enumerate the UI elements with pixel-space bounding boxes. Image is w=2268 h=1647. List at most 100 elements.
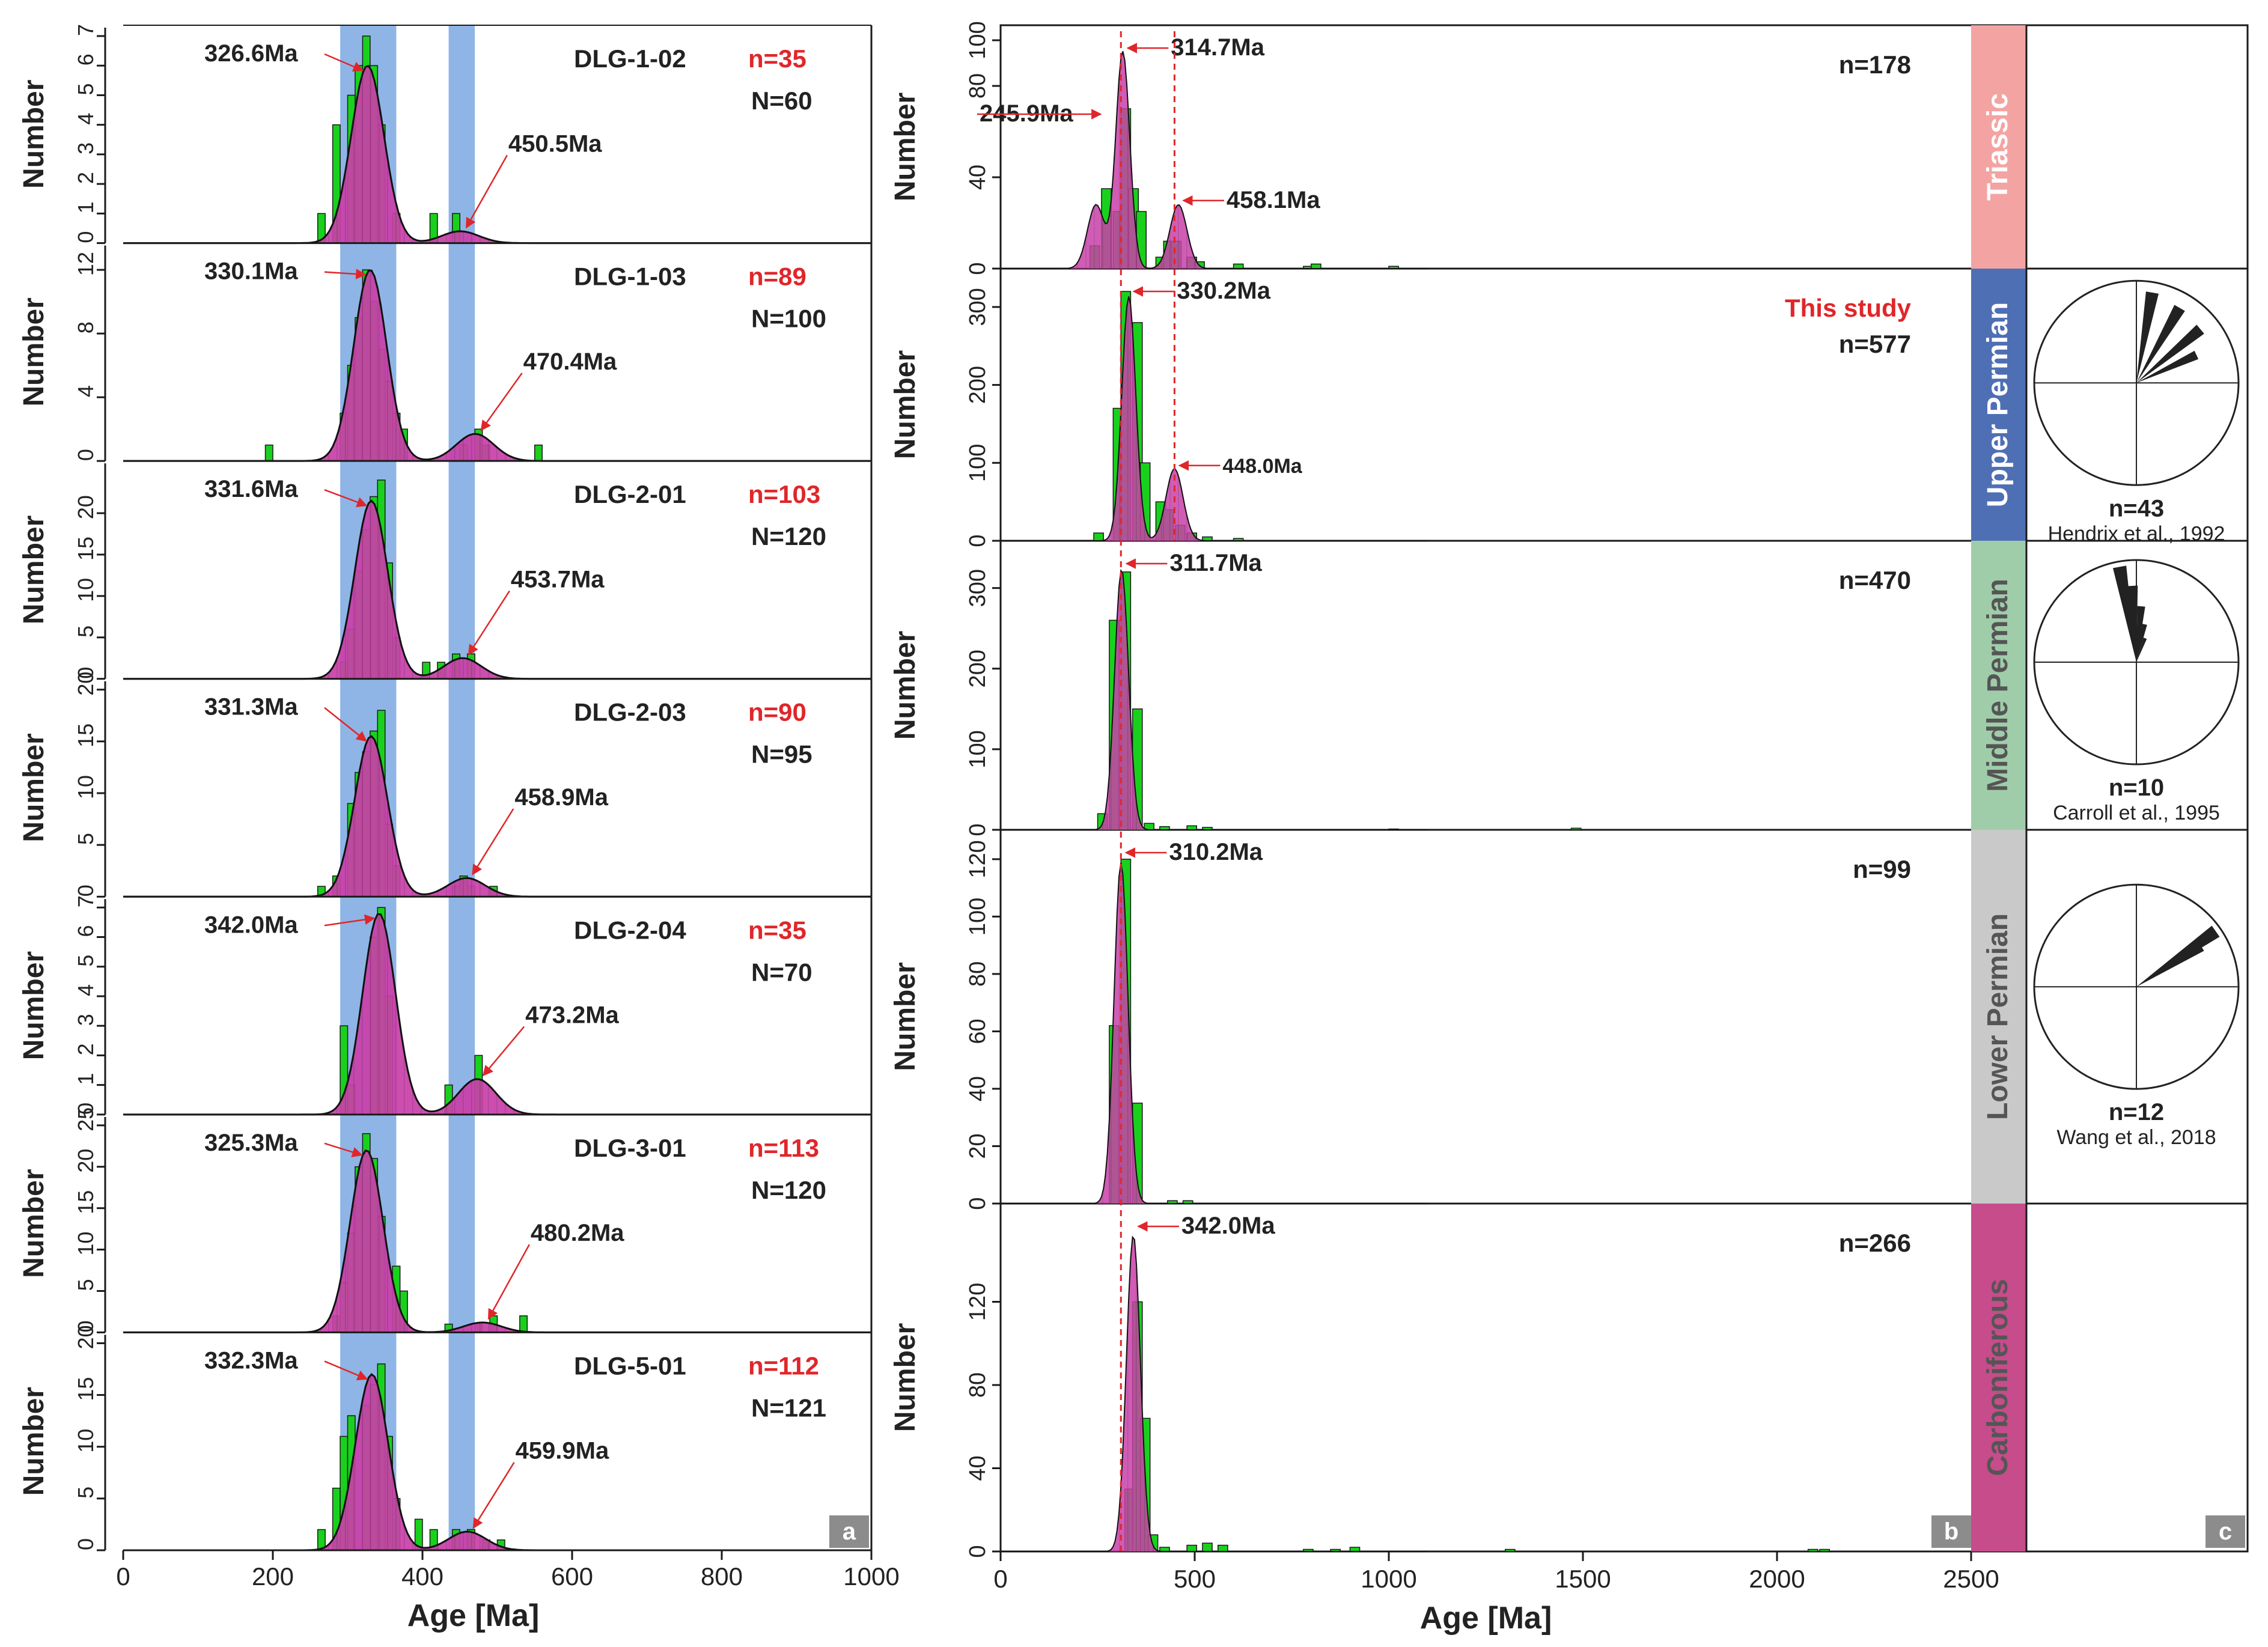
y-tick-label: 120 [965,840,990,878]
x-tick-label: 0 [116,1562,130,1591]
peak-arrow-major [324,1142,363,1157]
y-tick-label: 12 [73,252,98,276]
rose-petal [2136,624,2147,663]
study-label: This study [1785,294,1912,322]
peak-label-minor: 458.9Ma [514,784,608,811]
y-tick-label: 60 [965,1018,990,1044]
y-tick-label: 0 [965,1545,990,1557]
period-name: Triassic [1982,93,2014,201]
y-tick-label: 15 [73,537,98,561]
y-tick-label: 0 [73,1320,98,1332]
sample-n: n=103 [748,480,820,508]
y-tick-label: 0 [73,1538,98,1550]
x-tick-label: 1000 [843,1562,899,1591]
peak-arrow-minor [483,1026,525,1077]
peak-arrow-major [324,53,364,72]
sample-name: DLG-2-03 [574,698,686,726]
y-tick-label: 10 [73,578,98,602]
sample-n: n=113 [748,1134,819,1162]
y-tick-label: 200 [965,650,990,687]
y-axis-label: Number [18,733,50,842]
peak-arrow-minor [487,1244,530,1320]
y-tick-label: 2 [73,1043,98,1055]
kde-fill [123,914,871,1115]
kde-curve [1001,51,1428,269]
panel-label-box [1931,1515,1971,1548]
rose-n: n=10 [2109,775,2164,801]
y-axis-label: Number [889,1323,921,1432]
rose-petal [2136,638,2147,663]
period-panel-carboniferous: 0 40 80 120 Number n=266 342.0Ma Carboniferous [889,1204,2248,1558]
sample-name: DLG-1-03 [574,263,686,291]
sample-n: n=35 [748,916,806,944]
kde-fill [1001,51,1428,269]
y-tick-label: 0 [73,884,98,897]
sample-name: DLG-2-01 [574,480,686,508]
y-axis-label: Number [18,951,50,1060]
y-tick-label: 80 [965,1372,990,1398]
period-band [1971,269,2026,541]
y-tick-label: 2 [73,172,98,184]
y-tick-label: 0 [73,231,98,243]
kde-fill [1001,570,1428,830]
peak-label: 448.0Ma [1222,455,1302,478]
y-tick-label: 3 [73,142,98,154]
peak-arrow-minor [472,1462,515,1529]
y-tick-label: 4 [73,385,98,397]
y-tick-label: 100 [965,21,990,59]
y-tick-label: 1 [73,1073,98,1085]
period-n: n=99 [1853,855,1911,883]
period-n: n=266 [1839,1229,1911,1257]
y-tick-label: 0 [965,262,990,275]
y-axis-label: Number [18,516,50,624]
peak-label-major: 326.6Ma [204,40,298,67]
peak-arrow-minor [472,808,514,875]
y-tick-label: 20 [73,495,98,519]
y-axis-label: Number [18,297,50,406]
x-tick-label: 2500 [1943,1565,1999,1593]
y-tick-label: 10 [73,1429,98,1453]
y-tick-label: 15 [73,1377,98,1401]
y-tick-label: 100 [965,898,990,936]
period-band [1971,541,2026,830]
y-tick-label: 6 [73,925,98,937]
peak-label-minor: 453.7Ma [511,566,605,592]
hist-bar [1233,263,1244,269]
y-axis-label: Number [18,80,50,189]
period-band [1971,830,2026,1204]
kde-curve [123,913,871,1116]
hist-bar [1819,1548,1830,1552]
y-tick-label: 4 [73,113,98,125]
x-axis-label: Age [Ma] [1420,1601,1552,1636]
panel-label: b [1944,1518,1959,1545]
y-tick-label: 0 [965,823,990,836]
y-tick-label: 100 [965,444,990,482]
panel-label: c [2219,1518,2232,1545]
y-tick-label: 6 [73,53,98,65]
x-tick-label: 1500 [1555,1565,1611,1593]
peak-label-major: 325.3Ma [204,1130,298,1156]
peak-label: 342.0Ma [1181,1213,1275,1239]
sample-name: DLG-3-01 [574,1134,686,1162]
sample-panel-DLG-5-01: 0 5 10 15 20 Number DLG-5-01 n=112 N=121 332.3Ma 4… [18,1325,873,1551]
sample-N: N=100 [751,305,826,333]
y-tick-label: 5 [73,1279,98,1291]
peak-label-minor: 459.9Ma [516,1438,609,1464]
y-tick-label: 5 [73,955,98,967]
peak-arrow-minor [468,590,510,656]
sample-n: n=35 [748,44,806,73]
kde-curve [1001,296,1428,541]
panel-label: a [843,1518,856,1545]
y-tick-label: 0 [965,534,990,547]
y-tick-label: 0 [73,1103,98,1115]
y-tick-label: 4 [73,984,98,996]
hist-bar [1093,532,1104,541]
hist-bar [1807,1548,1818,1552]
peak-arrow-major [324,707,367,742]
y-tick-label: 100 [965,730,990,768]
hist-bar [1505,1548,1516,1552]
sample-panel-DLG-1-03: 0 4 8 12 Number DLG-1-03 n=89 N=100 330.1Ma 470.4… [18,242,873,462]
